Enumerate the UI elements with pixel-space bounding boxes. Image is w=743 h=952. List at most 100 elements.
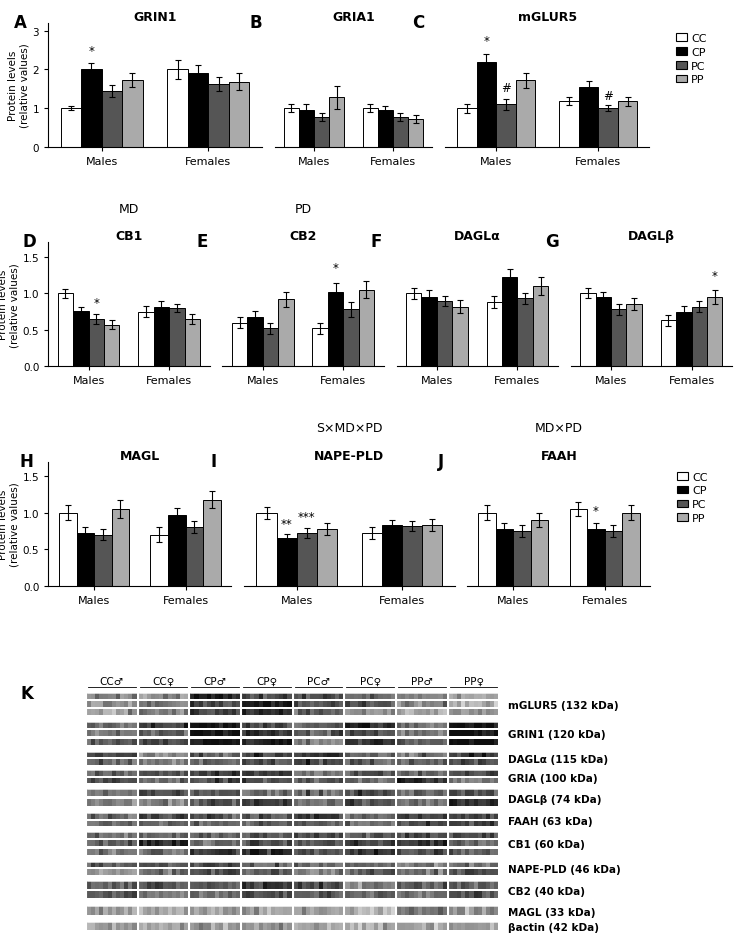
Bar [195, 778, 198, 783]
Bar [340, 862, 343, 867]
Bar [366, 789, 370, 797]
Bar [95, 701, 100, 707]
Bar [354, 821, 358, 826]
Bar [227, 814, 232, 819]
Text: PC♀: PC♀ [360, 677, 381, 686]
Bar [438, 906, 443, 915]
Bar [397, 739, 401, 744]
Bar [124, 759, 129, 764]
Bar [288, 799, 292, 806]
Bar [242, 730, 246, 737]
Bar [314, 730, 319, 737]
Bar [147, 693, 151, 699]
Bar [163, 739, 168, 744]
Bar [190, 701, 195, 707]
Bar [482, 922, 486, 930]
Bar [306, 821, 311, 826]
Bar [580, 294, 595, 367]
Bar [139, 821, 143, 826]
Bar [95, 848, 100, 855]
Bar [184, 821, 188, 826]
Bar [322, 841, 327, 846]
Bar [236, 841, 240, 846]
Bar [275, 891, 279, 899]
Bar [147, 869, 151, 875]
Bar [383, 821, 387, 826]
Bar [198, 922, 203, 930]
Bar [438, 778, 443, 783]
Bar [406, 730, 409, 737]
Bar [418, 882, 422, 889]
Bar [293, 789, 298, 797]
Bar [435, 832, 438, 839]
Bar [349, 906, 354, 915]
Bar [242, 832, 246, 839]
Bar [108, 906, 111, 915]
Bar [236, 799, 240, 806]
Bar [283, 862, 288, 867]
Bar [486, 832, 490, 839]
Bar [311, 922, 314, 930]
Bar [314, 906, 319, 915]
Bar [151, 891, 155, 899]
Bar [275, 701, 279, 707]
Bar [366, 922, 370, 930]
Bar [482, 821, 486, 826]
Bar [327, 752, 331, 758]
Bar [387, 862, 391, 867]
Bar [132, 739, 137, 744]
Bar [406, 869, 409, 875]
Bar [111, 882, 116, 889]
Bar [478, 891, 482, 899]
Bar [354, 891, 358, 899]
Bar [172, 891, 176, 899]
Bar [283, 869, 288, 875]
Bar [250, 739, 254, 744]
Bar [116, 922, 120, 930]
Bar [401, 709, 406, 716]
Bar [279, 701, 283, 707]
Bar [250, 799, 254, 806]
Bar [473, 759, 478, 764]
Bar [470, 869, 473, 875]
Bar [254, 832, 259, 839]
Bar [354, 770, 358, 776]
Text: CB1 (60 kDa): CB1 (60 kDa) [507, 840, 585, 849]
Bar [215, 739, 219, 744]
Bar [401, 869, 406, 875]
Bar [354, 906, 358, 915]
Bar [331, 752, 335, 758]
Bar [418, 770, 422, 776]
Bar [159, 891, 163, 899]
Bar [366, 730, 370, 737]
Bar [378, 832, 383, 839]
Bar [306, 723, 311, 728]
Bar [406, 723, 409, 728]
Bar [335, 739, 340, 744]
Bar [345, 821, 349, 826]
Bar [254, 906, 259, 915]
Bar [275, 739, 279, 744]
Bar [486, 759, 490, 764]
Bar [513, 531, 531, 586]
Bar [151, 778, 155, 783]
Bar [426, 739, 430, 744]
Bar [163, 814, 168, 819]
Text: F: F [371, 233, 382, 251]
Bar [254, 709, 259, 716]
Bar [374, 869, 378, 875]
Bar [190, 730, 195, 737]
Bar [58, 294, 73, 367]
Bar [335, 778, 340, 783]
Bar [362, 739, 366, 744]
Bar [430, 832, 435, 839]
Bar [116, 882, 120, 889]
Bar [190, 821, 195, 826]
Bar [207, 906, 211, 915]
Bar [207, 701, 211, 707]
Bar [362, 534, 382, 586]
Bar [124, 821, 129, 826]
Bar [314, 709, 319, 716]
Bar [288, 739, 292, 744]
Bar [457, 891, 461, 899]
